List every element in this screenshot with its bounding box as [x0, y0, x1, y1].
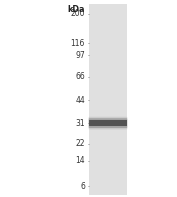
Text: 6: 6 — [80, 182, 85, 191]
Text: 31: 31 — [75, 119, 85, 128]
FancyBboxPatch shape — [89, 118, 127, 128]
Text: 22: 22 — [75, 139, 85, 148]
Bar — [88, 4, 127, 195]
Text: 44: 44 — [75, 96, 85, 105]
Text: 97: 97 — [75, 51, 85, 60]
Text: kDa: kDa — [67, 5, 85, 14]
Text: 66: 66 — [75, 72, 85, 81]
Text: 116: 116 — [71, 39, 85, 48]
Bar — [88, 120, 127, 126]
FancyBboxPatch shape — [88, 117, 127, 129]
Text: 14: 14 — [75, 156, 85, 165]
Text: 200: 200 — [70, 9, 85, 18]
